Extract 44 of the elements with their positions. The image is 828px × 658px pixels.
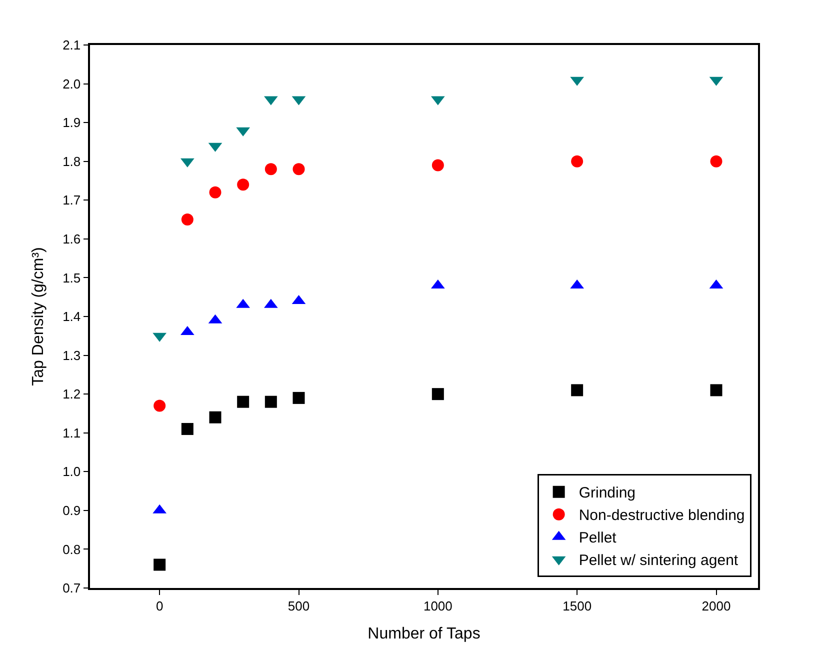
y-tick-label: 1.7 [62, 192, 81, 208]
point [154, 558, 166, 571]
x-tick-label: 2000 [702, 598, 731, 614]
x-tick-label: 500 [288, 598, 310, 614]
y-tick-label: 1.4 [62, 309, 81, 324]
point [264, 396, 277, 408]
y-tick-label: 1.9 [62, 115, 81, 130]
y-axis-title: Tap Density (g/cm³) [30, 247, 47, 386]
point [181, 214, 194, 226]
y-tick-label: 1.0 [62, 464, 81, 480]
y-tick-label: 0.9 [62, 502, 81, 518]
y-tick-label: 2.1 [62, 38, 81, 53]
point [237, 396, 250, 408]
legend-label: Non-destructive blending [578, 507, 745, 524]
point [710, 155, 722, 168]
y-tick-label: 1.6 [62, 231, 81, 246]
y-tick-label: 0.8 [62, 542, 81, 557]
point [292, 163, 305, 176]
point [209, 186, 222, 198]
y-tick-label: 1.1 [62, 425, 81, 440]
y-tick-label: 1.5 [62, 270, 81, 286]
point [571, 155, 584, 168]
y-tick-label: 0.7 [62, 580, 81, 596]
point [432, 388, 444, 400]
point [237, 178, 250, 191]
point [154, 400, 166, 412]
legend-label: Grinding [578, 484, 636, 502]
y-tick-label: 1.2 [62, 386, 81, 402]
point [432, 159, 444, 172]
y-tick-label: 2.0 [62, 76, 81, 92]
point [571, 384, 584, 396]
point [292, 392, 305, 404]
y-tick-label: 1.8 [62, 154, 81, 169]
y-tick-label: 1.3 [62, 348, 81, 363]
x-tick-label: 1500 [562, 598, 592, 614]
point [209, 411, 222, 424]
x-axis-title: Number of Taps [368, 626, 480, 643]
point [264, 163, 277, 176]
x-tick-label: 1000 [423, 598, 452, 614]
point [181, 422, 194, 435]
point [710, 384, 722, 396]
legend-label: Pellet [578, 530, 618, 547]
legend-label: Pellet w/ sintering agent [578, 552, 739, 570]
x-tick-label: 0 [156, 598, 164, 614]
